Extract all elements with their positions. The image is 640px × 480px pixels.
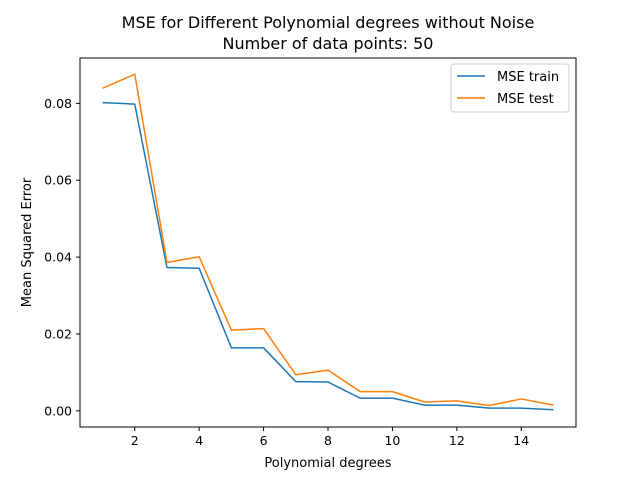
y-tick-label: 0.04: [44, 250, 72, 265]
y-tick-label: 0.02: [44, 326, 72, 341]
axis-ticks: 2 4 6 8 10 12 14 0.00 0.02 0.04 0.06 0.08: [44, 96, 529, 448]
chart-title: MSE for Different Polynomial degrees wit…: [122, 13, 535, 32]
series-line-mse-train: [102, 101, 554, 411]
legend: MSE train MSE test: [450, 63, 570, 113]
legend-label-mse-test: MSE test: [497, 92, 554, 107]
y-tick-label: 0.00: [44, 403, 72, 418]
legend-label-mse-train: MSE train: [497, 70, 559, 85]
x-tick-label: 8: [324, 433, 332, 448]
x-tick-label: 4: [195, 433, 203, 448]
plot-frame: [79, 57, 577, 428]
x-axis-label: Polynomial degrees: [264, 456, 391, 471]
y-tick-label: 0.08: [44, 96, 72, 111]
chart-subtitle: Number of data points: 50: [223, 34, 434, 53]
x-tick-label: 12: [449, 433, 465, 448]
x-tick-label: 14: [513, 433, 529, 448]
series-lines: [102, 73, 554, 411]
y-tick-label: 0.06: [44, 173, 72, 188]
x-tick-label: 2: [131, 433, 139, 448]
x-tick-label: 6: [260, 433, 268, 448]
x-tick-label: 10: [384, 433, 400, 448]
series-line-mse-test: [102, 73, 554, 407]
y-axis-label: Mean Squared Error: [20, 177, 35, 307]
